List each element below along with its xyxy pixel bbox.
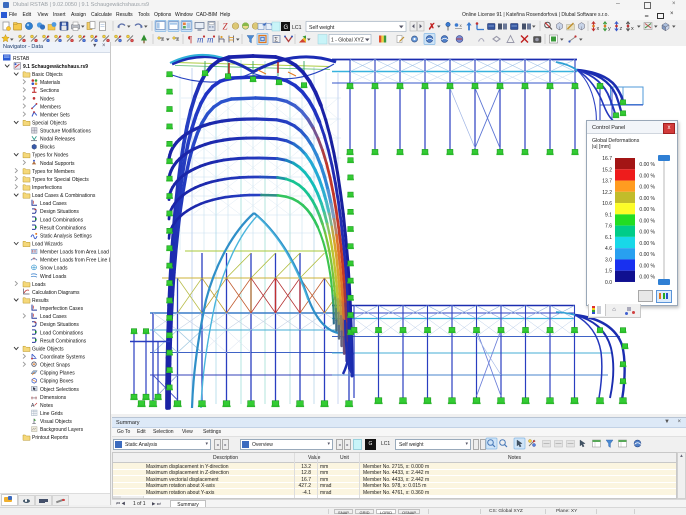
svg-text:Visual Objects: Visual Objects	[40, 419, 72, 425]
svg-text:Member Loads from Area Load: Member Loads from Area Load	[40, 250, 109, 256]
svg-text:0.00 %: 0.00 %	[639, 241, 655, 247]
svg-text:Types for Members: Types for Members	[32, 169, 75, 175]
svg-text:0.00 %: 0.00 %	[639, 162, 655, 168]
svg-text:9.1: 9.1	[605, 212, 612, 218]
svg-text:0.00 %: 0.00 %	[639, 196, 655, 202]
svg-text:Self weight: Self weight	[309, 25, 335, 31]
svg-text:0.00 %: 0.00 %	[639, 263, 655, 269]
svg-text:RSTAB: RSTAB	[13, 56, 30, 62]
svg-text:Dimensions: Dimensions	[40, 395, 67, 401]
svg-text:Sections: Sections	[40, 88, 60, 94]
svg-text:Clipping Boxes: Clipping Boxes	[40, 379, 74, 385]
svg-text:x: x	[460, 23, 463, 28]
svg-text:16.7: 16.7	[602, 156, 612, 162]
svg-text:Types for Special Objects: Types for Special Objects	[32, 177, 89, 183]
svg-text:Coordinate Systems: Coordinate Systems	[40, 354, 86, 360]
svg-text:Result Combinations: Result Combinations	[40, 225, 87, 231]
svg-text:Snow Loads: Snow Loads	[40, 266, 68, 272]
svg-text:Background Layers: Background Layers	[40, 427, 84, 433]
svg-text:x: x	[597, 26, 600, 32]
svg-text:Member Loads from Free Line Lo: Member Loads from Free Line Load	[40, 258, 110, 264]
svg-text:Static Analysis Settings: Static Analysis Settings	[40, 233, 92, 239]
svg-text:Imperfection Cases: Imperfection Cases	[40, 306, 84, 312]
svg-text:1.5: 1.5	[605, 269, 612, 275]
svg-text:0.00 %: 0.00 %	[639, 218, 655, 224]
svg-text:Printout Reports: Printout Reports	[32, 435, 69, 441]
svg-text:Calculation Diagrams: Calculation Diagrams	[32, 290, 80, 296]
svg-text:z: z	[620, 26, 623, 32]
svg-text:m: m	[207, 35, 214, 45]
svg-text:12.2: 12.2	[602, 190, 612, 196]
svg-text:0.00 %: 0.00 %	[639, 252, 655, 258]
svg-text:m: m	[197, 35, 204, 45]
svg-text:x: x	[631, 26, 634, 32]
svg-text:6.1: 6.1	[605, 235, 612, 241]
svg-text:G: G	[284, 25, 289, 31]
svg-text:Members: Members	[40, 104, 61, 110]
svg-text:LC1: LC1	[292, 25, 302, 31]
svg-text:Clipping Planes: Clipping Planes	[40, 371, 75, 377]
svg-text:Design Situations: Design Situations	[40, 322, 79, 328]
svg-text:Line Grids: Line Grids	[40, 411, 63, 417]
svg-text:y: y	[608, 26, 611, 32]
svg-text:Guide Objects: Guide Objects	[32, 346, 64, 352]
svg-text:Result Combinations: Result Combinations	[40, 338, 87, 344]
svg-text:Imperfections: Imperfections	[32, 185, 63, 191]
svg-text:Σ: Σ	[274, 38, 278, 44]
svg-text:Load Wizards: Load Wizards	[32, 242, 63, 248]
svg-text:4.6: 4.6	[605, 246, 612, 252]
svg-text:Nodes: Nodes	[40, 96, 55, 102]
svg-text:Results: Results	[32, 298, 49, 304]
svg-text:Blocks: Blocks	[40, 145, 55, 151]
svg-text:Member Sets: Member Sets	[40, 112, 70, 118]
svg-text:7.6: 7.6	[605, 224, 612, 230]
svg-text:Load Combinations: Load Combinations	[40, 330, 84, 336]
svg-text:Notes: Notes	[40, 403, 54, 409]
svg-text:Object Selections: Object Selections	[40, 387, 79, 393]
svg-text:Loads: Loads	[32, 282, 46, 288]
svg-text:0.00 %: 0.00 %	[639, 185, 655, 191]
svg-text:A: A	[31, 403, 35, 409]
svg-text:9.1 Schaugewächshaus.rs9: 9.1 Schaugewächshaus.rs9	[23, 64, 88, 70]
svg-text:Basic Objects: Basic Objects	[32, 72, 63, 78]
svg-text:Materials: Materials	[40, 80, 61, 86]
svg-text:0.00 %: 0.00 %	[639, 207, 655, 213]
svg-text:0.00 %: 0.00 %	[639, 230, 655, 236]
svg-text:Types for Nodes: Types for Nodes	[32, 153, 69, 159]
svg-text:Special Objects: Special Objects	[32, 120, 67, 126]
svg-text:0.00 %: 0.00 %	[639, 275, 655, 281]
svg-text:Design Situations: Design Situations	[40, 209, 79, 215]
svg-text:Load Cases & Combinations: Load Cases & Combinations	[32, 193, 96, 199]
svg-text:Structure Modifications: Structure Modifications	[40, 129, 91, 135]
svg-text:10.6: 10.6	[602, 201, 612, 207]
svg-text:Object Snaps: Object Snaps	[40, 363, 71, 369]
svg-text:Load Combinations: Load Combinations	[40, 217, 84, 223]
svg-text:✗: ✗	[428, 22, 436, 32]
svg-text:Nodal Releases: Nodal Releases	[40, 137, 76, 143]
svg-text:0.00 %: 0.00 %	[639, 173, 655, 179]
svg-text:Load Cases: Load Cases	[40, 314, 67, 320]
svg-text:13.7: 13.7	[602, 179, 612, 185]
svg-text:Wind Loads: Wind Loads	[40, 274, 67, 280]
svg-text:Z: Z	[223, 22, 229, 32]
svg-text:15.2: 15.2	[602, 167, 612, 173]
svg-text:0.0: 0.0	[605, 280, 612, 286]
svg-text:1 - Global XYZ: 1 - Global XYZ	[331, 38, 364, 44]
svg-text:¶: ¶	[188, 35, 192, 45]
svg-text:3.0: 3.0	[605, 257, 612, 263]
svg-text:Nodal Supports: Nodal Supports	[40, 161, 75, 167]
svg-text:Load Cases: Load Cases	[40, 201, 67, 207]
